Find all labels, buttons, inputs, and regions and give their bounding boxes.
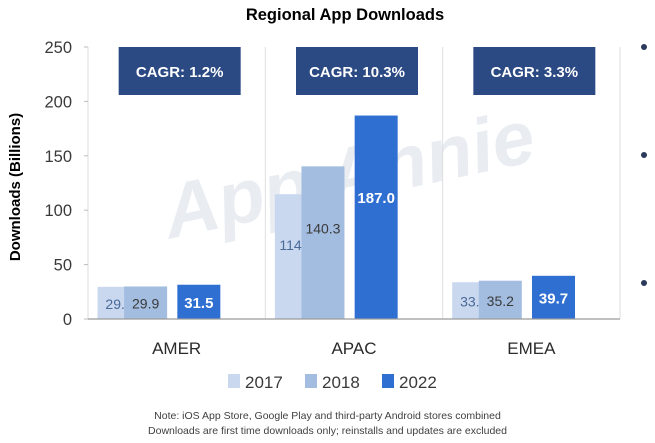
bullet-dot xyxy=(641,152,647,158)
y-axis-label: Downloads (Billions) xyxy=(7,113,24,261)
bullet-dot xyxy=(641,280,647,286)
y-tick-label: 250 xyxy=(44,39,72,57)
watermark: App Annie xyxy=(154,94,543,256)
cagr-box xyxy=(118,47,241,95)
legend-swatch-2022 xyxy=(382,374,394,388)
y-tick-label: 150 xyxy=(44,148,72,166)
data-label-apac-2018: 140.3 xyxy=(305,220,340,236)
legend-label-2018: 2018 xyxy=(322,373,360,392)
footnote-line-1: Note: iOS App Store, Google Play and thi… xyxy=(154,410,501,422)
y-tick-label: 200 xyxy=(44,93,72,111)
y-tick-label: 50 xyxy=(54,257,72,275)
y-tick-label: 100 xyxy=(44,202,72,220)
bar-amer-2018 xyxy=(124,286,168,319)
cagr-box xyxy=(473,47,596,95)
bar-emea-2022 xyxy=(532,275,575,319)
cagr-label: CAGR: 1.2% xyxy=(136,64,224,81)
cagr-label: CAGR: 10.3% xyxy=(309,64,405,81)
legend-swatch-2018 xyxy=(305,374,317,388)
bar-apac-2022 xyxy=(354,115,398,319)
cagr-label: CAGR: 3.3% xyxy=(491,64,579,81)
bar-emea-2018 xyxy=(478,280,522,319)
cagr-box xyxy=(296,47,418,95)
data-label-amer-2018: 29.9 xyxy=(132,296,159,312)
data-label-emea-2018: 35.2 xyxy=(487,293,514,309)
legend-label-2017: 2017 xyxy=(245,373,283,392)
x-tick-label: APAC xyxy=(331,339,376,358)
data-label-amer-2022: 31.5 xyxy=(184,295,213,312)
y-tick-label: 0 xyxy=(63,311,72,329)
chart-title: Regional App Downloads xyxy=(246,6,444,24)
x-tick-label: AMER xyxy=(152,339,201,358)
x-tick-label: EMEA xyxy=(507,339,556,358)
legend-swatch-2017 xyxy=(228,374,240,388)
bar-apac-2018 xyxy=(301,166,345,319)
footnote-line-2: Downloads are first time downloads only;… xyxy=(148,425,507,437)
bar-amer-2022 xyxy=(177,284,221,319)
data-label-apac-2022: 187.0 xyxy=(357,190,395,207)
data-label-emea-2022: 39.7 xyxy=(539,290,568,307)
legend-label-2022: 2022 xyxy=(399,373,437,392)
bullet-dot xyxy=(641,44,647,50)
